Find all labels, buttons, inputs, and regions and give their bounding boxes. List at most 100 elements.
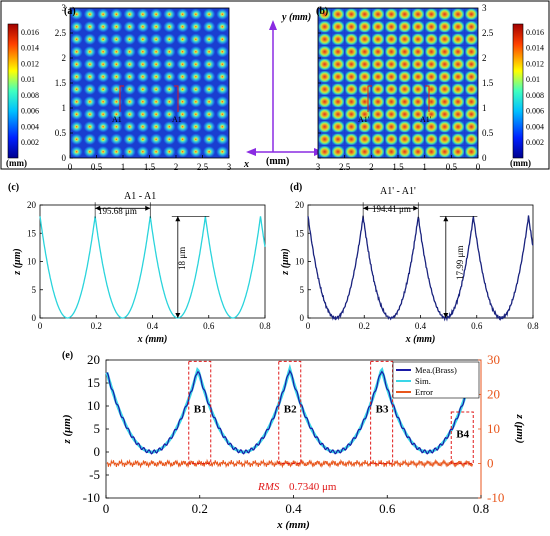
heatmap-cell [189, 46, 202, 58]
heatmap-cell [189, 121, 202, 133]
x-tick-label: 2.5 [339, 162, 351, 172]
heatmap-cell [189, 8, 202, 20]
cut-label-b-left: A1' [358, 115, 370, 124]
plot-frame [39, 204, 266, 319]
y-tick-label: -10 [83, 490, 100, 505]
heatmap-cell [203, 46, 216, 58]
heatmap-cell [425, 8, 438, 20]
x-tick-label: 2 [369, 162, 374, 172]
heatmap-cell [70, 33, 83, 45]
y-tick-label: 3 [482, 3, 487, 13]
heatmap-cell [398, 33, 411, 45]
box-b4 [450, 411, 474, 465]
colorbar-left: 0.0160.0140.0120.010.0080.0060.0040.002 … [6, 23, 39, 168]
heatmap-cell [203, 33, 216, 45]
heatmap-cell [371, 58, 385, 70]
heatmap-cell [425, 71, 438, 83]
y-tick-label: 15 [87, 375, 100, 390]
heatmap-cell [398, 21, 411, 33]
heatmap-cell [318, 83, 331, 95]
heatmap-cell [203, 146, 216, 158]
panel-c-height: 18 μm [177, 247, 187, 270]
heatmap-cell [203, 58, 216, 70]
heatmap-cell [150, 58, 163, 70]
heatmap-cell [425, 96, 438, 108]
y-tick-label: 5 [94, 421, 101, 436]
heatmap-cell [203, 121, 216, 133]
y-tick-label: 10 [27, 257, 37, 267]
heatmap-cell [371, 21, 385, 33]
heatmap-cell [163, 46, 176, 58]
heatmap-cell [318, 58, 331, 70]
heatmap-cell [189, 33, 202, 45]
heatmap-cell [110, 121, 123, 133]
heatmap-cell [70, 146, 83, 158]
cut-label-b-right: A1' [420, 115, 432, 124]
rms-label: RMS [257, 481, 280, 493]
heatmap-cell [345, 58, 358, 70]
heatmap-cell [70, 83, 83, 95]
y-tick-label: -5 [89, 467, 100, 482]
heatmap-cell [451, 146, 465, 158]
heatmap-cell [83, 133, 96, 145]
colorbar-tick-label: 0.016 [21, 28, 39, 37]
heatmap-cell [136, 108, 149, 120]
heatmap-cell [318, 96, 331, 108]
heatmap-cell [331, 8, 345, 20]
heatmap-cell [70, 108, 83, 120]
heatmap-cell [371, 8, 385, 20]
colorbar-tick-label: 0.014 [526, 44, 544, 53]
heatmap-cell [358, 58, 371, 70]
x-tick-label: 0.4 [147, 321, 159, 331]
heatmap-cell [411, 33, 425, 45]
y-tick-label: 15 [27, 228, 37, 238]
heatmap-cell [176, 46, 189, 58]
heatmap-cell [451, 133, 465, 145]
heatmap-cell [425, 133, 438, 145]
heatmap-cell [318, 33, 331, 45]
heatmap-cell [425, 58, 438, 70]
heatmap-cell [451, 21, 465, 33]
y-tick-label: 15 [295, 228, 305, 238]
heatmap-cell [150, 46, 163, 58]
heatmap-cell [411, 8, 425, 20]
y-tick-label: 5 [32, 285, 37, 295]
x-tick-label: 2 [174, 162, 179, 172]
heatmap-cell [83, 8, 96, 20]
legend-label: Mea.(Brass) [415, 365, 457, 375]
cut-markers-b: A1' A1' [358, 85, 432, 124]
heatmap-cell [163, 96, 176, 108]
colorbar-left-unit: (mm) [6, 158, 27, 168]
heatmap-cell [385, 33, 398, 45]
heatmap-cell [216, 96, 229, 108]
heatmap-cell [176, 83, 189, 95]
heatmap-cell [176, 121, 189, 133]
heatmap-cell [331, 58, 345, 70]
heatmap-cell [318, 108, 331, 120]
cut-marker-a-right [174, 85, 179, 112]
cut-label-a-left: A1 [112, 115, 122, 124]
series-measured [106, 369, 474, 455]
x-tick-label: 0 [103, 501, 110, 516]
y-tick-label: 20 [295, 200, 305, 210]
heatmap-cell [110, 133, 123, 145]
height-arrow-head-bottom [443, 313, 449, 318]
heatmap-cell [345, 108, 358, 120]
heatmap-cell [83, 121, 96, 133]
heatmap-cell [97, 96, 110, 108]
y-tick-label: 2.5 [482, 28, 494, 38]
heatmap-cell [425, 83, 438, 95]
panel-label-c: (c) [8, 182, 19, 193]
heatmap-cell [136, 133, 149, 145]
heatmap-cell [150, 108, 163, 120]
colorbar-tick-label: 0.008 [526, 91, 544, 100]
y-tick-label: 2 [62, 53, 67, 63]
heatmap-cell [163, 146, 176, 158]
heatmap-cell [438, 46, 451, 58]
panel-c: 0 0.2 0.4 0.6 0.8 0 5 10 15 20 x (mm) z (μm) [12, 200, 271, 345]
heatmap-cell [398, 71, 411, 83]
heatmap-cell [97, 33, 110, 45]
heatmap-cell [83, 33, 96, 45]
heatmap-cell [371, 146, 385, 158]
heatmap-cell [371, 121, 385, 133]
